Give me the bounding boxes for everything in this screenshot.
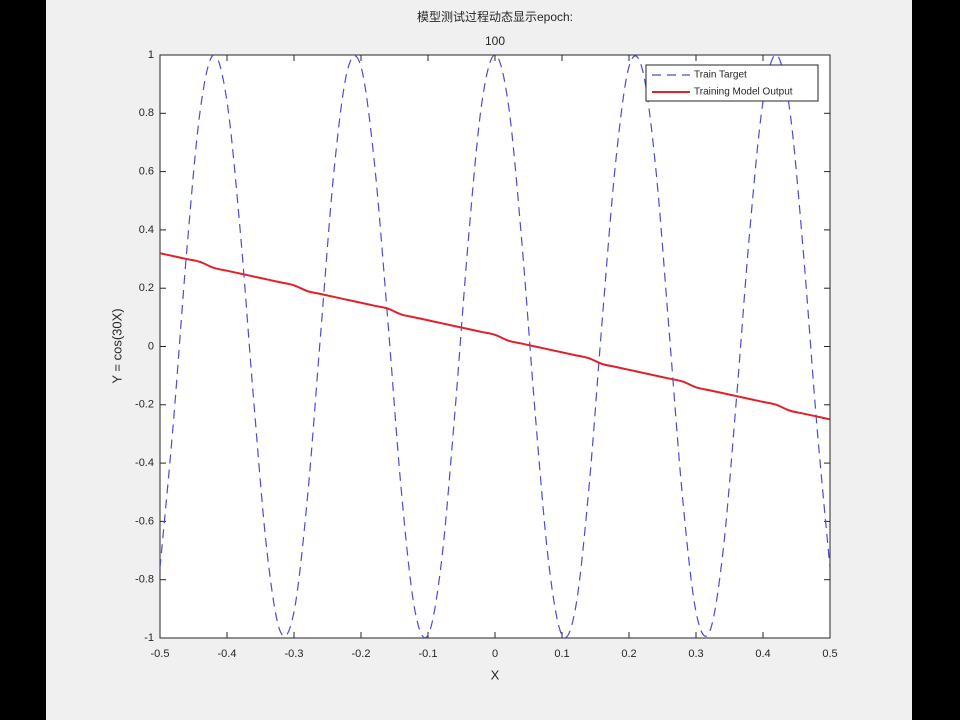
x-tick-label: 0.4 [755, 648, 770, 660]
y-tick-label: 0.6 [139, 166, 154, 178]
series-line [160, 55, 830, 638]
x-axis-label: X [491, 667, 500, 682]
legend-label: Training Model Output [694, 87, 793, 98]
legend-label: Train Target [694, 70, 747, 81]
x-tick-label: -0.1 [419, 648, 438, 660]
series-line [160, 252, 830, 421]
x-tick-label: 0.1 [554, 648, 569, 660]
y-axis-label: Y = cos(30X) [109, 308, 124, 383]
x-tick-label: 0.5 [822, 648, 837, 660]
y-tick-label: 0.8 [139, 107, 154, 119]
x-tick-label: 0 [492, 648, 498, 660]
x-tick-label: -0.2 [352, 648, 371, 660]
y-tick-label: 0.2 [139, 282, 154, 294]
y-tick-label: -0.2 [135, 399, 154, 411]
legend-box [645, 64, 819, 102]
x-tick-label: -0.4 [218, 648, 237, 660]
x-tick-label: -0.3 [285, 648, 304, 660]
y-tick-label: -0.4 [135, 457, 154, 469]
y-tick-label: 0.4 [139, 224, 154, 236]
y-tick-label: 0 [148, 340, 154, 352]
y-tick-label: -0.8 [135, 574, 154, 586]
x-tick-label: 0.2 [621, 648, 636, 660]
axes-box [159, 54, 831, 639]
chart-title: 模型测试过程动态显示epoch: [417, 9, 573, 24]
x-tick-label: -0.5 [151, 648, 170, 660]
x-tick-label: 0.3 [688, 648, 703, 660]
y-tick-label: -0.6 [135, 515, 154, 527]
y-tick-label: -1 [144, 632, 154, 644]
y-tick-label: 1 [148, 49, 154, 61]
chart-title: 100 [485, 34, 505, 48]
